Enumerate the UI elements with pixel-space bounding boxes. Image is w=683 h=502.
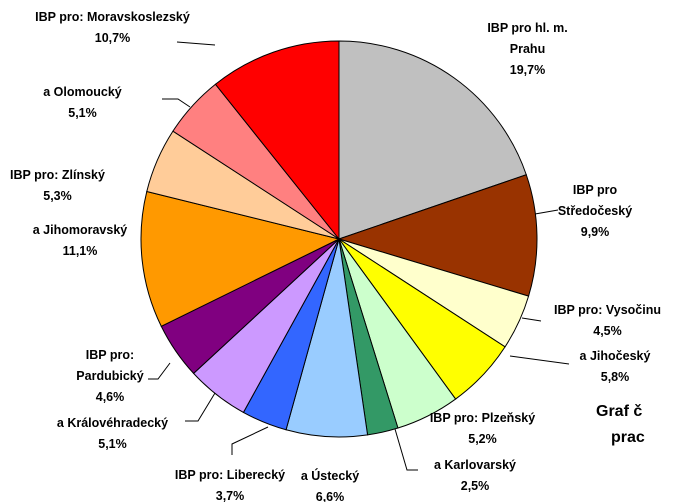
category-label: IBP pro: Pardubický [76, 348, 144, 383]
category-label: a Ústecký [300, 469, 360, 483]
value-label: 4,5% [593, 324, 622, 338]
value-label: 5,3% [43, 189, 72, 203]
slice-label: a Olomoucký 5,1% [20, 82, 145, 124]
pie-slice [140, 190, 341, 327]
category-label: a Olomoucký [43, 85, 122, 99]
category-label: IBP pro: Liberecký [174, 468, 286, 482]
slice-label: IBP pro: Moravskoslezský 10,7% [30, 7, 195, 49]
leader-line [185, 392, 216, 422]
slice-label: IBP pro: Pardubický 4,6% [60, 345, 160, 408]
value-label: 3,7% [215, 489, 245, 502]
leader-line [231, 426, 269, 455]
pie-slice [337, 174, 538, 297]
leader-line [162, 98, 191, 108]
slice-label: a Jihomoravský 11,1% [10, 220, 150, 262]
value-label: 5,1% [68, 106, 97, 120]
value-label: 9,9% [580, 225, 610, 239]
chart-title: Graf č [596, 403, 643, 420]
category-label: a Jihomoravský [32, 223, 128, 237]
leader-line [521, 317, 542, 322]
category-label: IBP pro: Vysočinu [554, 303, 661, 317]
leader-line [148, 362, 171, 380]
slice-label: IBP pro hl. m. Prahu 19,7% [470, 18, 585, 81]
pie-slice [214, 40, 340, 241]
value-label: 4,6% [95, 390, 125, 404]
slice-label: a Ústecký 6,6% [290, 466, 370, 502]
slice-label: a Karlovarský 2,5% [400, 455, 550, 497]
category-label: IBP pro: Moravskoslezský [35, 10, 190, 24]
value-label: 19,7% [509, 63, 546, 77]
category-label: IBP pro: Zlínský [10, 168, 105, 182]
category-label: IBP pro: Plzeňský [429, 411, 536, 425]
value-label: 5,8% [600, 370, 630, 384]
pie-slice [338, 40, 527, 240]
category-label: a Karlovarský [433, 458, 516, 472]
value-label: 5,2% [468, 432, 497, 446]
leader-line [394, 428, 418, 471]
category-label: a Jihočeský [579, 349, 651, 363]
category-label: IBP pro Středočeský [557, 183, 633, 218]
category-label: a Královéhradecký [56, 416, 169, 430]
slice-label: IBP pro: Liberecký 3,7% [150, 465, 310, 502]
leader-line [534, 209, 559, 215]
value-label: 6,6% [315, 490, 345, 502]
value-label: 10,7% [94, 31, 131, 45]
value-label: 11,1% [62, 244, 98, 258]
value-label: 5,1% [98, 437, 127, 451]
value-label: 2,5% [460, 479, 490, 493]
slice-label: IBP pro: Vysočinu 4,5% [535, 300, 680, 342]
leader-line [176, 41, 216, 46]
leader-line [509, 355, 570, 365]
chart-title: prac [611, 429, 645, 446]
category-label: IBP pro hl. m. Prahu [487, 21, 568, 56]
slice-label: a Jihočeský 5,8% [560, 346, 670, 388]
slice-label: a Královéhradecký 5,1% [30, 413, 195, 455]
slice-label: IBP pro Středočeský 9,9% [540, 180, 650, 243]
slice-label: IBP pro: Zlínský 5,3% [0, 165, 115, 207]
slice-label: IBP pro: Plzeňský 5,2% [420, 408, 545, 450]
